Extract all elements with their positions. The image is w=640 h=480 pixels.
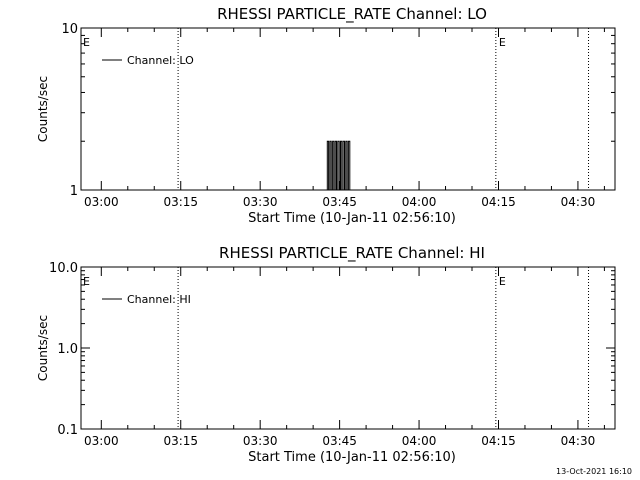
chart-title: RHESSI PARTICLE_RATE Channel: LO xyxy=(217,5,487,24)
event-marker-label: E xyxy=(83,36,90,49)
y-tick-label: 0.1 xyxy=(57,423,78,438)
y-tick-label: 10.0 xyxy=(49,261,78,276)
legend-label: Channel: HI xyxy=(127,293,191,306)
event-marker-label: E xyxy=(83,275,90,288)
x-tick-label: 03:30 xyxy=(243,195,278,209)
x-tick-label: 03:15 xyxy=(163,195,198,209)
x-tick-label: 03:00 xyxy=(84,434,119,448)
x-axis-label: Start Time (10-Jan-11 02:56:10) xyxy=(248,211,456,226)
x-tick-label: 04:15 xyxy=(481,195,516,209)
footer-timestamp: 13-Oct-2021 16:10 xyxy=(556,467,632,476)
legend-label: Channel: LO xyxy=(127,54,194,67)
plot-frame xyxy=(80,266,616,430)
x-tick-label: 03:30 xyxy=(243,434,278,448)
y-tick-label: 1.0 xyxy=(57,342,78,357)
y-axis-label: Counts/sec xyxy=(36,76,50,142)
chart-panel-1: RHESSI PARTICLE_RATE Channel: LO Counts/s… xyxy=(36,5,616,226)
event-marker-label: E xyxy=(499,275,506,288)
y-tick-label: 1 xyxy=(70,184,78,199)
x-tick-label: 04:15 xyxy=(481,434,516,448)
x-tick-label: 04:00 xyxy=(402,434,437,448)
x-axis-label: Start Time (10-Jan-11 02:56:10) xyxy=(248,450,456,465)
chart-title: RHESSI PARTICLE_RATE Channel: HI xyxy=(219,244,485,263)
x-tick-label: 04:30 xyxy=(561,195,596,209)
x-tick-label: 04:30 xyxy=(561,434,596,448)
x-tick-label: 03:15 xyxy=(163,434,198,448)
x-tick-label: 04:00 xyxy=(402,195,437,209)
chart-panel-2: RHESSI PARTICLE_RATE Channel: HI Counts/s… xyxy=(36,244,616,465)
series-line xyxy=(326,140,351,191)
y-tick-label: 10 xyxy=(61,22,78,37)
y-axis-label: Counts/sec xyxy=(36,315,50,381)
x-tick-label: 03:00 xyxy=(84,195,119,209)
x-tick-label: 03:45 xyxy=(322,434,357,448)
x-tick-label: 03:45 xyxy=(322,195,357,209)
event-marker-label: E xyxy=(499,36,506,49)
